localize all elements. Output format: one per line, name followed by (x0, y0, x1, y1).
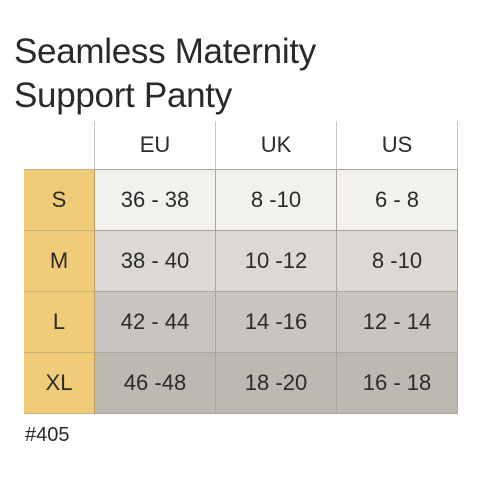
table-row-s: S 36 - 38 8 -10 6 - 8 (24, 169, 458, 231)
size-label-xl: XL (24, 352, 95, 414)
size-chart-table: EU UK US S 36 - 38 8 -10 6 - 8 M 38 - 40… (24, 121, 458, 414)
table-row-xl: XL 46 -48 18 -20 16 - 18 (24, 352, 458, 414)
title-line-2: Support Panty (14, 76, 232, 115)
header-row: EU UK US (24, 121, 458, 170)
cell-l-eu: 42 - 44 (94, 291, 216, 353)
column-header-eu: EU (94, 121, 216, 170)
cell-xl-uk: 18 -20 (215, 352, 337, 414)
size-label-l: L (24, 291, 95, 353)
cell-s-eu: 36 - 38 (94, 169, 216, 231)
cell-xl-us: 16 - 18 (336, 352, 458, 414)
cell-s-uk: 8 -10 (215, 169, 337, 231)
table-row-m: M 38 - 40 10 -12 8 -10 (24, 230, 458, 292)
title-line-1: Seamless Maternity (14, 32, 316, 71)
page-title: Seamless Maternity Support Panty (14, 30, 454, 118)
cell-xl-eu: 46 -48 (94, 352, 216, 414)
product-code: #405 (25, 424, 70, 446)
corner-cell (24, 121, 95, 170)
cell-m-uk: 10 -12 (215, 230, 337, 292)
column-header-uk: UK (215, 121, 337, 170)
size-label-s: S (24, 169, 95, 231)
size-label-m: M (24, 230, 95, 292)
cell-s-us: 6 - 8 (336, 169, 458, 231)
cell-m-us: 8 -10 (336, 230, 458, 292)
column-header-us: US (336, 121, 458, 170)
cell-m-eu: 38 - 40 (94, 230, 216, 292)
cell-l-us: 12 - 14 (336, 291, 458, 353)
table-row-l: L 42 - 44 14 -16 12 - 14 (24, 291, 458, 353)
cell-l-uk: 14 -16 (215, 291, 337, 353)
